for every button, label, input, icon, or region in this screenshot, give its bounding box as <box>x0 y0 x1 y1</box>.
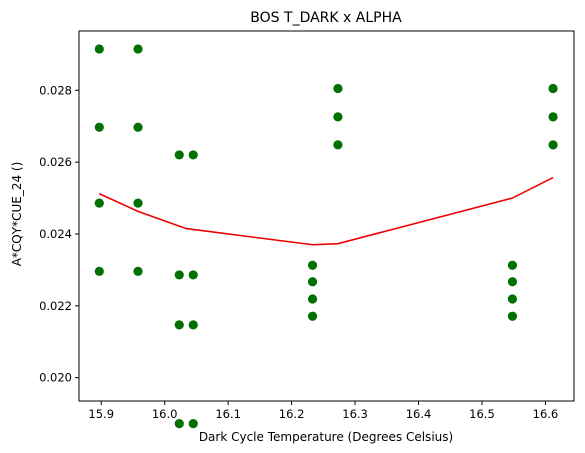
data-point <box>333 83 343 94</box>
axis-ticks: 15.9 16.0 16.1 16.2 16.3 16.4 16.5 16.6 0.020 0.0… <box>39 83 558 421</box>
x-tick-label: 16.0 <box>152 407 178 421</box>
data-point <box>94 44 104 54</box>
x-tick-label: 16.4 <box>406 407 432 421</box>
fit-line <box>98 176 554 246</box>
data-point <box>94 122 104 132</box>
data-point <box>333 112 343 122</box>
data-point <box>133 122 143 132</box>
data-point <box>188 150 198 160</box>
x-tick-label: 16.2 <box>279 407 305 421</box>
data-point <box>333 140 343 150</box>
y-tick-label: 0.022 <box>39 299 72 313</box>
data-point <box>174 320 184 330</box>
data-point <box>174 270 184 280</box>
y-tick-label: 0.020 <box>39 371 72 385</box>
data-point <box>507 294 518 304</box>
data-point <box>133 44 143 54</box>
data-point <box>94 266 104 276</box>
data-point <box>133 266 143 276</box>
data-point <box>507 260 518 270</box>
x-axis-label: Dark Cycle Temperature (Degrees Celsius) <box>199 430 453 444</box>
data-point <box>548 83 558 94</box>
data-point <box>174 150 184 160</box>
y-tick-label: 0.024 <box>39 227 72 241</box>
x-tick-label: 15.9 <box>88 407 114 421</box>
data-point <box>507 311 518 321</box>
data-point <box>94 198 104 208</box>
x-tick-label: 16.1 <box>215 407 241 421</box>
data-point <box>307 277 318 287</box>
scatter-series <box>94 44 558 429</box>
data-point <box>307 260 318 270</box>
plot-area-frame <box>78 30 575 402</box>
x-tick-label: 16.5 <box>469 407 495 421</box>
data-point <box>507 277 518 287</box>
x-tick-label: 16.6 <box>533 407 559 421</box>
y-tick-label: 0.026 <box>39 155 72 169</box>
x-tick-label: 16.3 <box>342 407 368 421</box>
data-point <box>548 112 558 122</box>
data-point <box>307 294 318 304</box>
data-point <box>188 270 198 280</box>
data-point <box>188 419 198 429</box>
data-point <box>174 419 184 429</box>
y-tick-label: 0.028 <box>39 83 72 97</box>
chart-title: BOS T_DARK x ALPHA <box>250 10 402 26</box>
y-axis-label: A*CQY*CUE_24 () <box>10 162 24 267</box>
data-point <box>133 198 143 208</box>
data-point <box>188 320 198 330</box>
fit-line-series <box>98 176 554 246</box>
data-point <box>307 311 318 321</box>
data-point <box>548 140 558 150</box>
